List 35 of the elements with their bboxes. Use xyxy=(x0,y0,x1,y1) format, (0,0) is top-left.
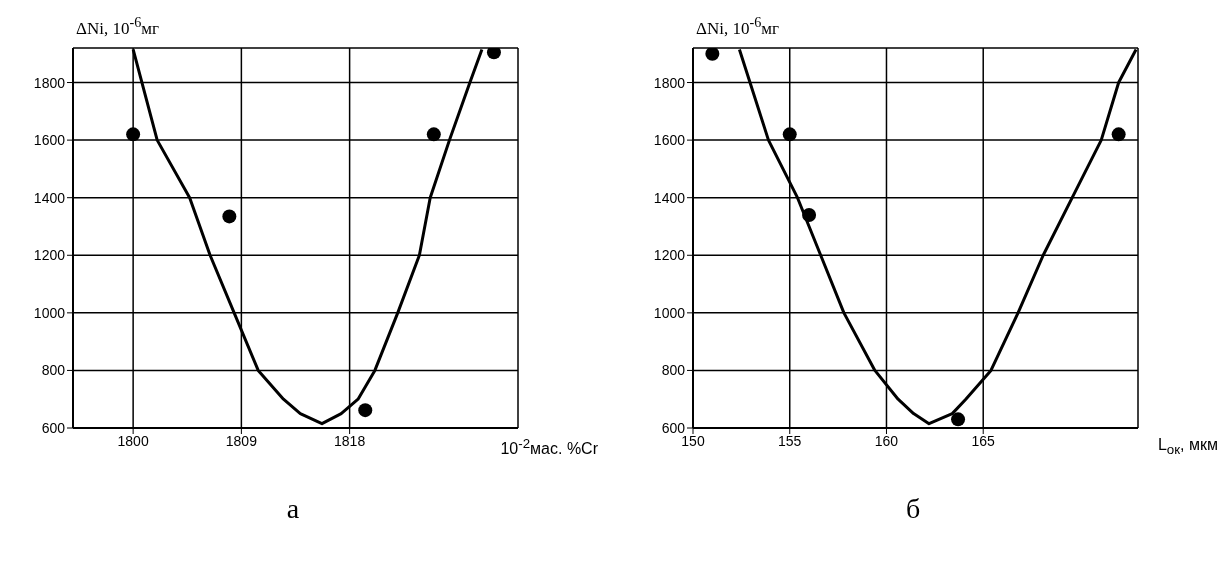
y-tick-label: 800 xyxy=(41,362,66,379)
point xyxy=(1111,127,1126,142)
point xyxy=(951,412,966,427)
x-tick-label: 1800 xyxy=(117,432,149,449)
point xyxy=(126,127,141,142)
point xyxy=(782,127,797,142)
x-axis-title: L$_{ок}$, мкм xyxy=(1157,436,1218,458)
y-tick-label: 1200 xyxy=(33,247,66,264)
point xyxy=(358,403,373,418)
y-tick-label: 800 xyxy=(661,362,686,379)
point xyxy=(426,127,441,142)
y-tick-label: 1400 xyxy=(653,189,686,206)
y-tick-label: 1600 xyxy=(33,132,66,149)
point xyxy=(486,48,501,60)
y-axis-title: ΔNi, 10$^{-6}$мг xyxy=(696,14,779,39)
point xyxy=(802,207,817,222)
y-tick-label: 1600 xyxy=(653,132,686,149)
y-axis-title: ΔNi, 10$^{-6}$мг xyxy=(76,14,159,39)
y-tick-label: 1800 xyxy=(653,74,686,91)
y-tick-label: 1000 xyxy=(33,304,66,321)
x-tick-label: 1818 xyxy=(334,432,366,449)
y-tick-label: 1800 xyxy=(33,74,66,91)
point xyxy=(705,48,720,61)
y-tick-label: 1200 xyxy=(653,247,686,264)
x-tick-label: 165 xyxy=(971,432,996,449)
x-tick-label: 160 xyxy=(874,432,899,449)
y-tick-label: 1400 xyxy=(33,189,66,206)
text: а xyxy=(285,493,301,525)
point xyxy=(222,209,237,224)
x-tick-label: 1809 xyxy=(225,432,258,449)
x-tick-label: 155 xyxy=(778,432,802,449)
text: б xyxy=(904,493,922,525)
x-axis-title: 10$^{-2}$мас. %Cr xyxy=(500,436,598,459)
y-tick-label: 600 xyxy=(41,419,66,436)
y-tick-label: 1000 xyxy=(653,304,686,321)
